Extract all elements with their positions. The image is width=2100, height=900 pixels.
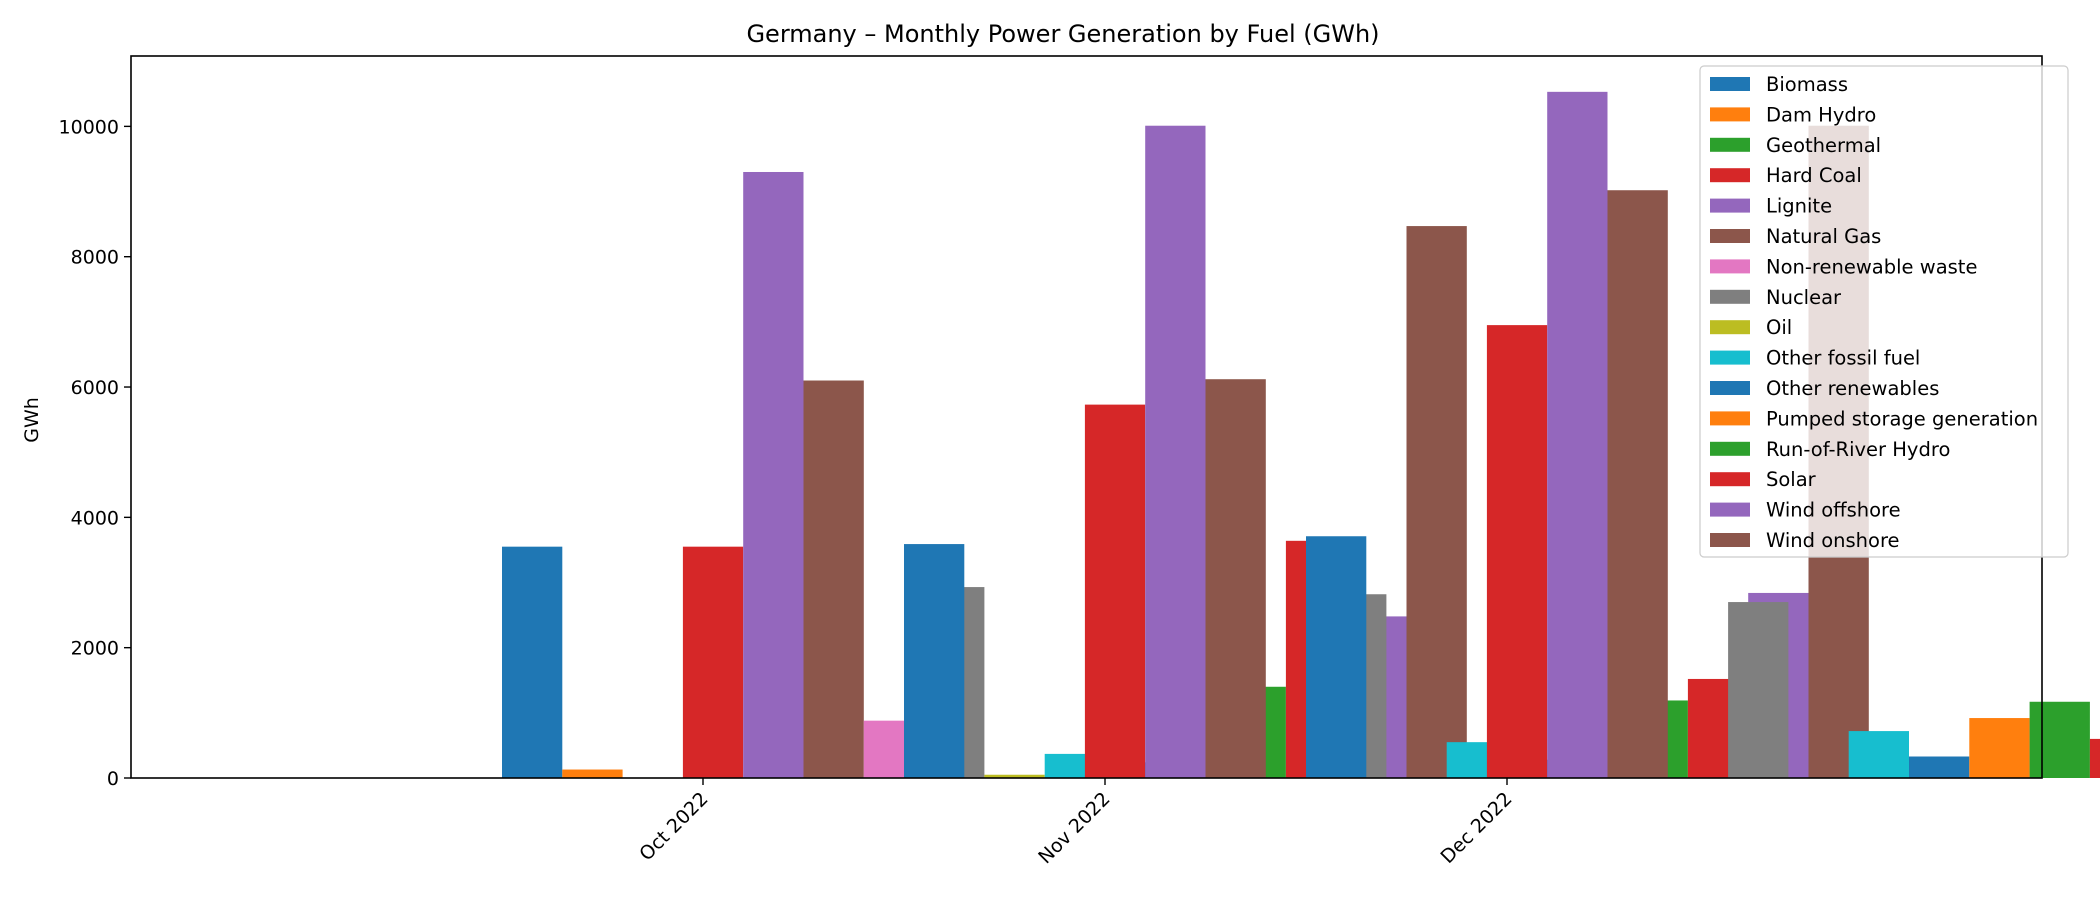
bar-nuclear-dec-2022 [1728,602,1789,778]
legend-label-lignite: Lignite [1766,195,1832,218]
legend-swatch-other-renewables [1710,381,1750,395]
bar-lignite-dec-2022 [1547,91,1608,779]
legend-swatch-non-renewable-waste [1710,259,1750,274]
legend-label-dam-hydro: Dam Hydro [1766,103,1876,126]
legend-swatch-wind-onshore [1710,533,1750,547]
legend-label-nuclear: Nuclear [1766,286,1842,309]
bar-natural-gas-dec-2022 [1607,190,1668,779]
y-tick-label: 4000 [71,507,119,529]
bar-hard-coal-nov-2022 [1084,404,1146,778]
y-tick-label: 2000 [71,638,119,660]
bar-biomass-nov-2022 [904,544,965,778]
legend-swatch-natural-gas [1710,229,1750,243]
legend-label-other-fossil-fuel: Other fossil fuel [1766,347,1920,370]
legend-swatch-oil [1710,320,1750,335]
y-tick-label: 8000 [71,247,119,269]
chart-title: Germany – Monthly Power Generation by Fu… [746,20,1379,48]
y-axis-label: GWh [21,397,43,443]
legend-swatch-biomass [1710,77,1750,91]
legend-swatch-geothermal [1710,137,1750,152]
legend-swatch-other-fossil-fuel [1710,350,1750,365]
legend-swatch-pumped-storage-generation [1710,411,1750,426]
bar-other-renewables-dec-2022 [1909,756,1970,778]
bar-lignite-oct-2022 [743,171,804,779]
legend-label-geothermal: Geothermal [1766,134,1881,157]
legend-swatch-lignite [1710,198,1750,213]
bar-oil-oct-2022 [984,774,1045,778]
legend-swatch-nuclear [1710,289,1750,304]
legend-label-run-of-river-hydro: Run-of-River Hydro [1766,438,1950,461]
bar-other-fossil-fuel-dec-2022 [1848,731,1909,778]
legend-label-oil: Oil [1766,316,1792,339]
legend-swatch-hard-coal [1710,168,1750,183]
bar-natural-gas-oct-2022 [803,380,864,778]
legend: Biomass Dam Hydro Geothermal Hard Coal Ligni… [1699,65,2069,558]
y-axis: 0 2000 4000 6000 8000 10000 [59,116,131,790]
legend-label-wind-offshore: Wind offshore [1766,499,1901,522]
legend-swatch-run-of-river-hydro [1710,441,1750,456]
legend-swatch-wind-offshore [1710,502,1750,517]
bar-biomass-dec-2022 [1306,536,1367,778]
bar-wind-onshore-oct-2022 [1406,226,1467,778]
bar-lignite-nov-2022 [1145,125,1206,779]
bar-dam-hydro-oct-2022 [562,769,623,778]
legend-label-solar: Solar [1766,468,1817,491]
bar-hard-coal-oct-2022 [682,546,744,778]
y-tick-label: 0 [107,768,119,790]
y-tick-label: 10000 [59,116,119,138]
bar-natural-gas-nov-2022 [1205,379,1266,778]
legend-label-other-renewables: Other renewables [1766,377,1939,400]
bar-run-of-river-hydro-dec-2022 [2029,701,2090,778]
bar-solar-dec-2022 [2089,738,2100,778]
bar-biomass-oct-2022 [502,546,563,778]
legend-swatch-dam-hydro [1710,107,1750,122]
legend-label-biomass: Biomass [1766,73,1848,96]
y-tick-label: 6000 [71,377,119,399]
legend-swatch-solar [1710,472,1750,487]
legend-label-wind-onshore: Wind onshore [1766,529,1900,552]
legend-box [1699,65,2069,558]
bar-pumped-storage-generation-dec-2022 [1969,718,2030,778]
legend-label-natural-gas: Natural Gas [1766,225,1881,248]
legend-label-non-renewable-waste: Non-renewable waste [1766,255,1977,278]
legend-label-hard-coal: Hard Coal [1766,164,1862,187]
legend-label-pumped-storage-generation: Pumped storage generation [1766,407,2038,430]
bar-hard-coal-dec-2022 [1486,325,1548,778]
